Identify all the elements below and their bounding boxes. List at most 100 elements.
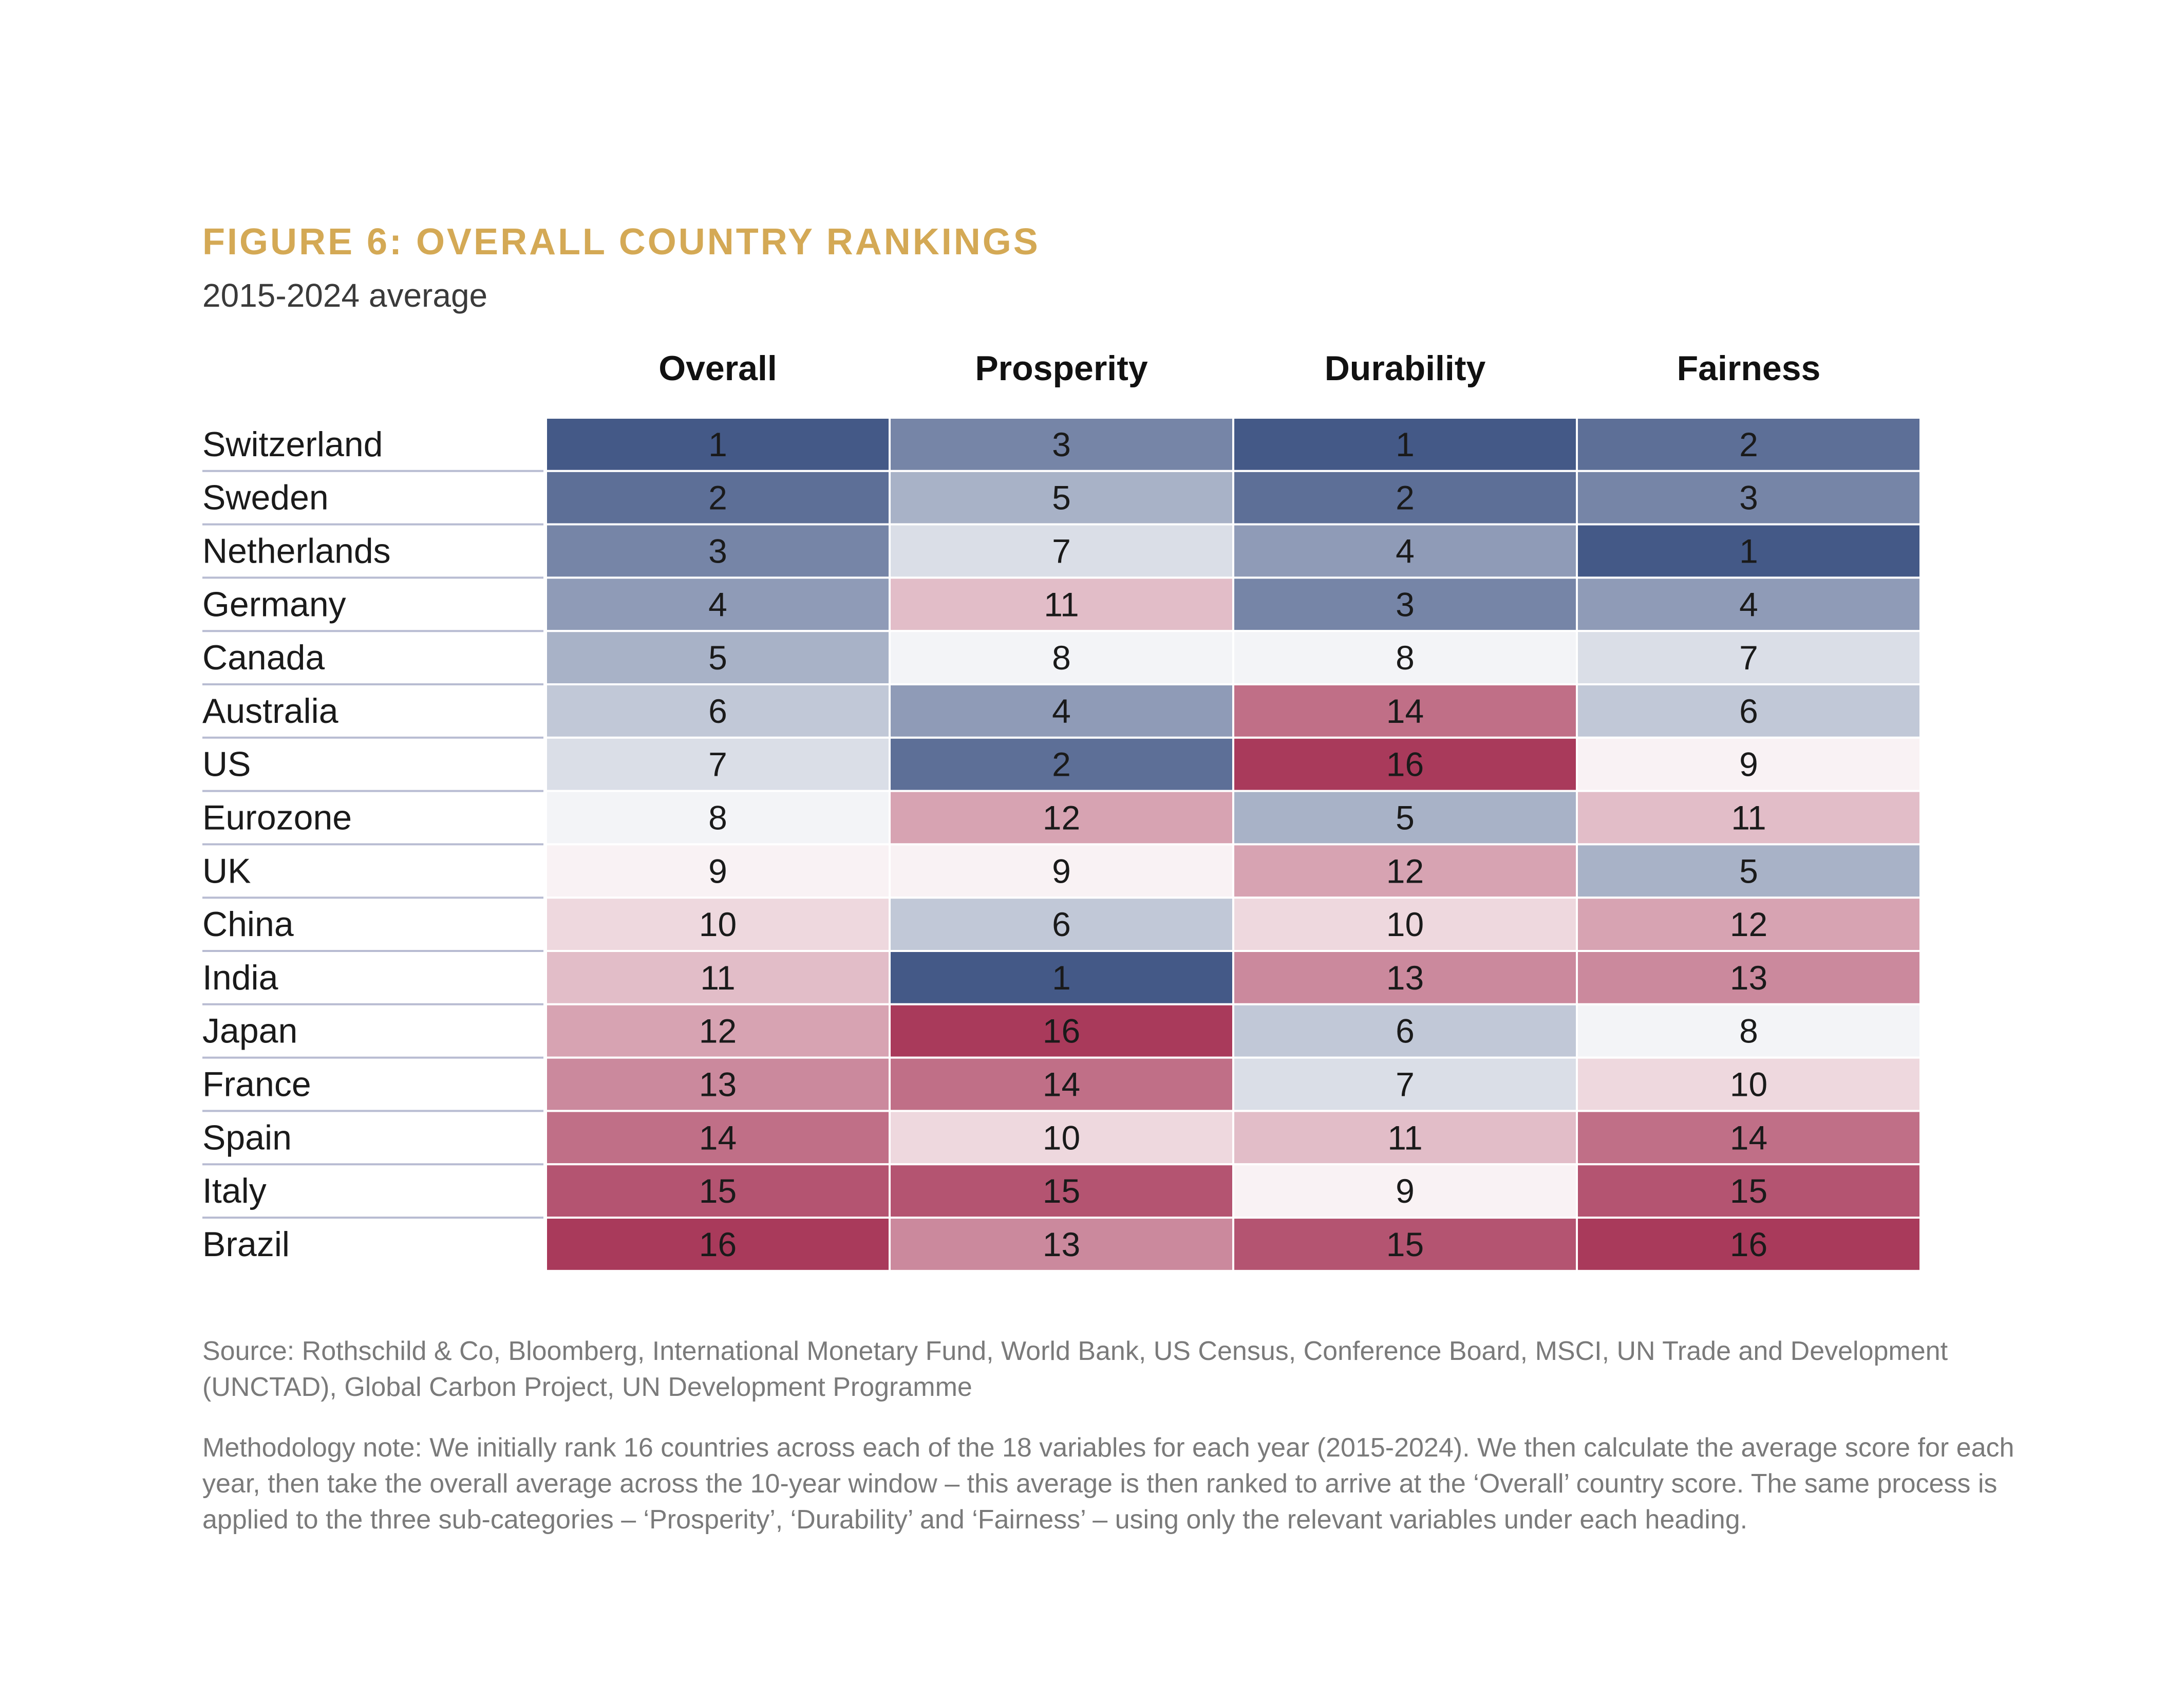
cell-value-eurozone-overall: 8 <box>708 799 727 837</box>
cell-value-japan-overall: 12 <box>699 1012 737 1050</box>
heatmap-cell-switzerland-fairness <box>1576 417 1922 472</box>
heatmap-cell-france-fairness <box>1576 1056 1922 1112</box>
cell-value-sweden-overall: 2 <box>708 479 727 517</box>
cell-value-switzerland-prosperity: 3 <box>1052 425 1071 463</box>
row-label-switzerland: Switzerland <box>202 425 383 464</box>
heatmap-cell-canada-overall <box>545 630 891 685</box>
cell-value-australia-prosperity: 4 <box>1052 692 1071 730</box>
cell-value-switzerland-durability: 1 <box>1396 425 1415 463</box>
cell-value-germany-fairness: 4 <box>1739 585 1758 623</box>
cell-value-canada-overall: 5 <box>708 639 727 677</box>
heatmap-cell-japan-fairness <box>1576 1003 1922 1059</box>
cell-value-spain-durability: 11 <box>1387 1118 1423 1156</box>
cell-value-brazil-durability: 15 <box>1386 1225 1424 1263</box>
heatmap-cell-uk-fairness <box>1576 843 1922 899</box>
heatmap-cell-uk-durability <box>1232 843 1578 899</box>
heatmap-cell-germany-prosperity <box>889 576 1234 632</box>
column-header-prosperity: Prosperity <box>975 349 1148 388</box>
cell-value-eurozone-durability: 5 <box>1396 799 1415 837</box>
cell-value-uk-fairness: 5 <box>1739 852 1758 890</box>
cell-value-spain-prosperity: 10 <box>1043 1118 1080 1156</box>
methodology-note: Methodology note: We initially rank 16 c… <box>202 1433 2014 1535</box>
cell-value-japan-fairness: 8 <box>1739 1012 1758 1050</box>
rankings-heatmap: Overall Prosperity Durability Fairness Swit… <box>202 349 1922 1272</box>
cell-value-india-overall: 11 <box>700 959 736 997</box>
heatmap-cell-spain-prosperity <box>889 1110 1234 1166</box>
cell-value-france-fairness: 10 <box>1730 1066 1767 1104</box>
cell-value-canada-durability: 8 <box>1396 639 1415 677</box>
cell-value-australia-durability: 14 <box>1386 692 1424 730</box>
cell-value-us-overall: 7 <box>708 745 727 783</box>
cell-value-france-prosperity: 14 <box>1043 1066 1080 1104</box>
heatmap-cell-japan-prosperity <box>889 1003 1234 1059</box>
row-label-germany: Germany <box>202 585 346 624</box>
heatmap-cell-india-fairness <box>1576 950 1922 1005</box>
cell-value-germany-overall: 4 <box>708 585 727 623</box>
heatmap-cell-canada-fairness <box>1576 630 1922 685</box>
cell-value-netherlands-fairness: 1 <box>1739 532 1758 570</box>
heatmap-cell-japan-overall <box>545 1003 891 1059</box>
cell-value-france-durability: 7 <box>1396 1066 1415 1104</box>
cell-value-sweden-durability: 2 <box>1396 479 1415 517</box>
cell-value-china-prosperity: 6 <box>1052 905 1071 943</box>
cell-value-italy-overall: 15 <box>699 1172 737 1210</box>
heatmap-cell-germany-durability <box>1232 576 1578 632</box>
row-label-italy: Italy <box>202 1171 267 1210</box>
heatmap-cell-switzerland-durability <box>1232 417 1578 472</box>
cell-value-china-durability: 10 <box>1386 905 1424 943</box>
cell-value-india-fairness: 13 <box>1730 959 1767 997</box>
row-label-india: India <box>202 958 278 997</box>
row-label-netherlands: Netherlands <box>202 532 391 571</box>
cell-value-netherlands-prosperity: 7 <box>1052 532 1071 570</box>
heatmap-cell-australia-durability <box>1232 683 1578 739</box>
column-headers: Overall Prosperity Durability Fairness <box>658 349 1820 388</box>
cell-value-china-overall: 10 <box>699 905 737 943</box>
heatmap-cell-spain-durability <box>1232 1110 1578 1166</box>
cell-value-japan-durability: 6 <box>1396 1012 1415 1050</box>
heatmap-cell-brazil-durability <box>1232 1217 1578 1272</box>
row-label-sweden: Sweden <box>202 478 329 517</box>
row-label-france: France <box>202 1065 311 1104</box>
cell-value-australia-fairness: 6 <box>1739 692 1758 730</box>
cell-value-netherlands-durability: 4 <box>1396 532 1415 570</box>
cell-value-us-fairness: 9 <box>1739 745 1758 783</box>
heatmap-cell-eurozone-overall <box>545 790 891 846</box>
cell-value-us-prosperity: 2 <box>1052 745 1071 783</box>
heatmap-cell-india-prosperity <box>889 950 1234 1005</box>
source-note: Source: Rothschild & Co, Bloomberg, Inte… <box>202 1336 1948 1402</box>
cell-value-india-durability: 13 <box>1386 959 1424 997</box>
cell-value-italy-prosperity: 15 <box>1043 1172 1080 1210</box>
cell-value-germany-prosperity: 11 <box>1044 585 1079 623</box>
heatmap-cell-eurozone-prosperity <box>889 790 1234 846</box>
cell-value-eurozone-prosperity: 12 <box>1043 799 1080 837</box>
heatmap-cell-australia-prosperity <box>889 683 1234 739</box>
cell-value-canada-prosperity: 8 <box>1052 639 1071 677</box>
cell-value-us-durability: 16 <box>1386 745 1424 783</box>
heatmap-cell-china-fairness <box>1576 897 1922 952</box>
row-label-spain: Spain <box>202 1118 292 1157</box>
cell-value-spain-overall: 14 <box>699 1118 737 1156</box>
heatmap-cell-eurozone-fairness <box>1576 790 1922 846</box>
cell-value-sweden-fairness: 3 <box>1739 479 1758 517</box>
column-header-durability: Durability <box>1325 349 1486 388</box>
heatmap-cell-brazil-overall <box>545 1217 891 1272</box>
heatmap-cell-sweden-overall <box>545 470 891 526</box>
heatmap-cell-us-prosperity <box>889 736 1234 792</box>
cell-value-switzerland-fairness: 2 <box>1739 425 1758 463</box>
cell-value-eurozone-fairness: 11 <box>1731 799 1766 837</box>
cell-value-germany-durability: 3 <box>1396 585 1415 623</box>
heatmap-cell-sweden-fairness <box>1576 470 1922 526</box>
heatmap-cell-spain-fairness <box>1576 1110 1922 1166</box>
cell-value-japan-prosperity: 16 <box>1043 1012 1080 1050</box>
row-label-canada: Canada <box>202 638 325 677</box>
cell-value-uk-overall: 9 <box>708 852 727 890</box>
cell-value-uk-durability: 12 <box>1386 852 1424 890</box>
figure-title: FIGURE 6: OVERALL COUNTRY RANKINGS <box>202 221 1040 263</box>
heatmap-cell-india-overall <box>545 950 891 1005</box>
heatmap-cell-netherlands-durability <box>1232 523 1578 579</box>
cell-value-italy-fairness: 15 <box>1730 1172 1767 1210</box>
row-label-eurozone: Eurozone <box>202 798 352 837</box>
row-label-us: US <box>202 745 251 784</box>
heatmap-cell-china-overall <box>545 897 891 952</box>
cell-value-switzerland-overall: 1 <box>708 425 727 463</box>
